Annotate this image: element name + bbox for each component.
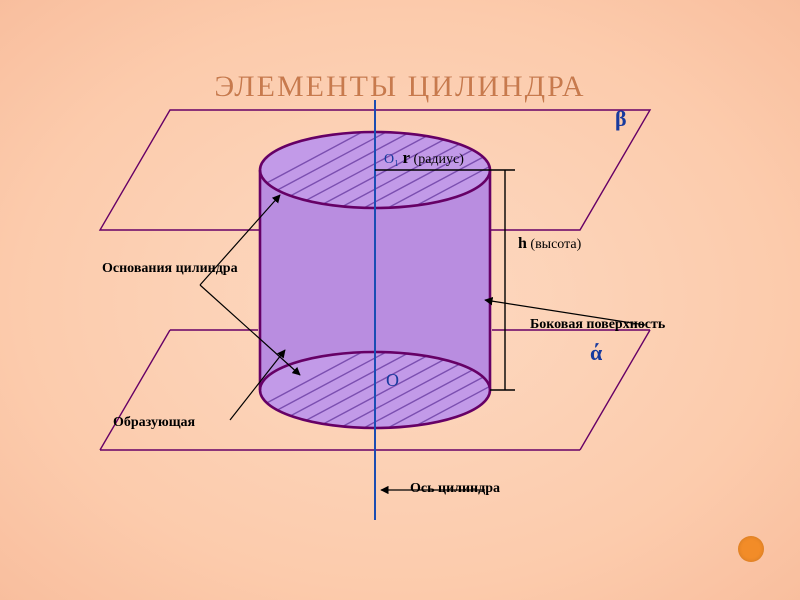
label-center-o: О [386, 370, 399, 391]
label-radius: О₁ r (радиус) [384, 148, 464, 168]
label-height: h (высота) [518, 235, 581, 253]
label-axis: Ось цилиндра [410, 481, 500, 497]
height-dimension [490, 170, 515, 390]
page-title: ЭЛЕМЕНТЫ ЦИЛИНДРА [0, 70, 800, 104]
label-generator: Образующая [113, 415, 195, 431]
label-beta: β [615, 106, 627, 132]
cylinder-diagram: β ά О₁ r (радиус) h (высота) Основания ц… [90, 100, 710, 520]
label-lateral: Боковая поверхность [530, 317, 665, 333]
accent-dot-icon [738, 536, 764, 562]
label-alpha: ά [590, 340, 602, 366]
label-bases: Основания цилиндра [102, 260, 212, 278]
